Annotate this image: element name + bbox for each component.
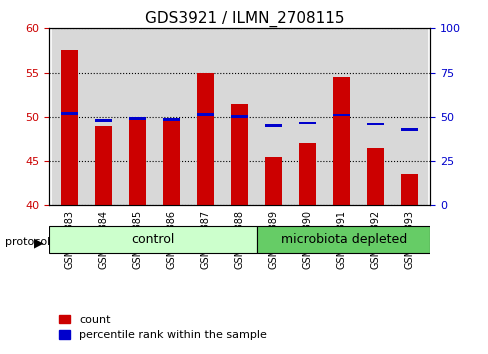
Bar [256, 28, 290, 205]
Bar [86, 28, 120, 205]
Bar [163, 121, 180, 205]
Bar [61, 112, 78, 115]
Bar [188, 28, 222, 205]
Bar [290, 28, 324, 205]
Bar [264, 156, 282, 205]
Bar [95, 126, 112, 205]
Bar [129, 117, 145, 205]
Bar [333, 77, 349, 205]
Bar [366, 148, 384, 205]
Bar [154, 28, 188, 205]
Bar [231, 115, 247, 118]
Text: protocol: protocol [5, 238, 50, 247]
Bar [366, 148, 384, 205]
Bar [61, 51, 78, 205]
Bar [222, 28, 256, 205]
Text: ▶: ▶ [34, 236, 44, 249]
Bar [197, 113, 214, 116]
Bar [197, 73, 214, 205]
Bar [324, 28, 358, 205]
Bar [120, 28, 154, 205]
Bar [358, 28, 392, 205]
Bar [197, 73, 214, 205]
Bar [256, 28, 290, 205]
Bar [358, 28, 392, 205]
FancyBboxPatch shape [49, 226, 256, 253]
Bar [392, 28, 426, 205]
Bar [129, 117, 145, 205]
Legend: count, percentile rank within the sample: count, percentile rank within the sample [54, 310, 271, 345]
Bar [95, 119, 112, 122]
Bar [324, 28, 358, 205]
Bar [366, 122, 384, 125]
Bar [231, 104, 247, 205]
Text: microbiota depleted: microbiota depleted [280, 233, 406, 246]
Bar [333, 114, 349, 116]
Bar [264, 124, 282, 127]
Bar [154, 28, 188, 205]
Bar [188, 28, 222, 205]
Bar [52, 28, 86, 205]
Text: control: control [131, 233, 174, 246]
Bar [299, 122, 316, 124]
Bar [264, 156, 282, 205]
Bar [299, 143, 316, 205]
Bar [401, 175, 418, 205]
Bar [222, 28, 256, 205]
Bar [163, 121, 180, 205]
Bar [95, 126, 112, 205]
Bar [61, 51, 78, 205]
Text: GDS3921 / ILMN_2708115: GDS3921 / ILMN_2708115 [144, 11, 344, 27]
Bar [299, 143, 316, 205]
Bar [120, 28, 154, 205]
Bar [163, 118, 180, 121]
Bar [52, 28, 86, 205]
Bar [129, 117, 145, 120]
FancyBboxPatch shape [256, 226, 429, 253]
Bar [231, 104, 247, 205]
Bar [392, 28, 426, 205]
Bar [86, 28, 120, 205]
Bar [401, 128, 418, 131]
Bar [290, 28, 324, 205]
Bar [333, 77, 349, 205]
Bar [401, 175, 418, 205]
